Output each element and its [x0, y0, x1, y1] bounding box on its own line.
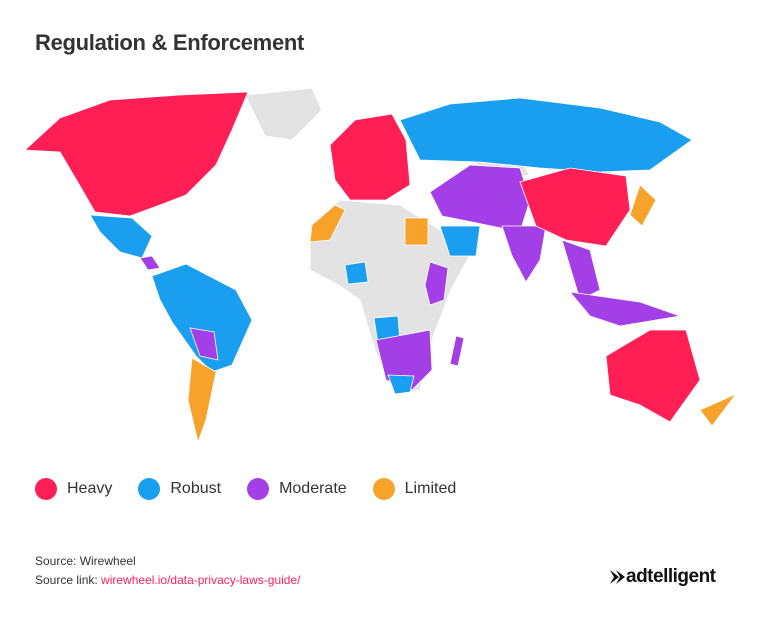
mexico	[89, 214, 153, 259]
egypt	[404, 217, 429, 246]
legend-label: Heavy	[67, 480, 113, 497]
japan	[629, 184, 657, 227]
bolivia-paraguay	[189, 327, 219, 361]
new-zealand	[699, 393, 738, 427]
north-america	[24, 91, 249, 217]
legend-item: Robust	[138, 478, 221, 500]
source-link-label: Source link:	[35, 573, 98, 587]
legend-item: Heavy	[35, 478, 112, 500]
europe	[329, 113, 411, 201]
east-africa	[424, 261, 449, 306]
legend: Heavy Robust Moderate Limited	[35, 478, 482, 500]
saudi-arabia	[439, 225, 481, 257]
central-america	[139, 255, 161, 271]
legend-label: Moderate	[279, 480, 347, 497]
indonesia	[569, 291, 681, 327]
logo: adtelligent	[610, 566, 716, 588]
legend-swatch	[138, 478, 161, 500]
logo-icon	[610, 570, 625, 584]
legend-label: Robust	[170, 480, 222, 497]
china	[519, 167, 631, 247]
southeast-asia	[561, 239, 601, 301]
legend-item: Limited	[372, 478, 457, 500]
australia	[605, 329, 701, 423]
legend-item: Moderate	[247, 478, 347, 500]
russia	[399, 97, 693, 173]
source-link-line: Source link: wirewheel.io/data-privacy-l…	[35, 573, 300, 587]
middle-east	[429, 164, 531, 233]
source-link[interactable]: wirewheel.io/data-privacy-laws-guide/	[101, 573, 301, 587]
source: Source: Wirewheel	[35, 554, 136, 568]
india	[501, 225, 547, 283]
greenland	[244, 87, 323, 141]
south-africa	[387, 374, 415, 395]
legend-swatch	[35, 478, 57, 500]
legend-label: Limited	[404, 480, 457, 497]
argentina	[187, 357, 217, 444]
south-america	[151, 263, 253, 373]
madagascar	[449, 335, 465, 367]
morocco	[309, 204, 346, 243]
logo-text: adtelligent	[626, 566, 716, 587]
nigeria	[344, 261, 369, 285]
legend-swatch	[247, 478, 270, 500]
title: Regulation & Enforcement	[35, 30, 305, 55]
world-map	[24, 87, 738, 444]
legend-swatch	[372, 478, 395, 500]
